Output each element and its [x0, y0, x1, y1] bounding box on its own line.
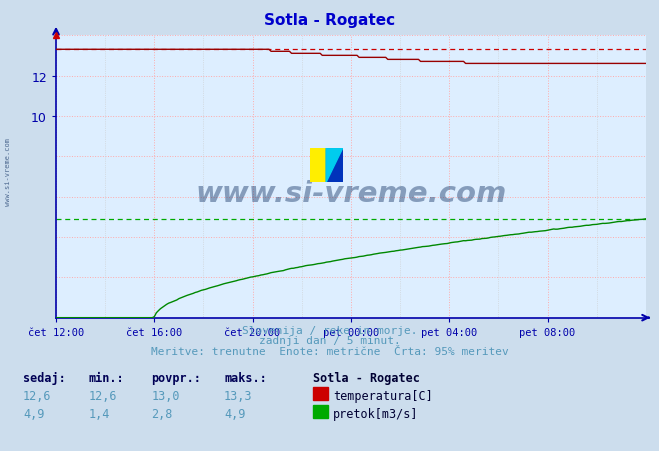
Text: Sotla - Rogatec: Sotla - Rogatec: [313, 371, 420, 384]
Text: www.si-vreme.com: www.si-vreme.com: [5, 138, 11, 205]
Text: 12,6: 12,6: [23, 389, 51, 402]
Text: min.:: min.:: [89, 371, 125, 384]
Text: 2,8: 2,8: [152, 407, 173, 420]
Text: maks.:: maks.:: [224, 371, 267, 384]
Bar: [310, 149, 326, 183]
Text: temperatura[C]: temperatura[C]: [333, 389, 432, 402]
Text: pretok[m3/s]: pretok[m3/s]: [333, 407, 418, 420]
Text: Slovenija / reke in morje.: Slovenija / reke in morje.: [242, 325, 417, 335]
Bar: [326, 149, 343, 183]
Text: povpr.:: povpr.:: [152, 371, 202, 384]
Text: sedaj:: sedaj:: [23, 371, 66, 384]
Polygon shape: [326, 149, 343, 183]
Text: 1,4: 1,4: [89, 407, 110, 420]
Text: Sotla - Rogatec: Sotla - Rogatec: [264, 13, 395, 28]
Text: 4,9: 4,9: [23, 407, 44, 420]
Text: www.si-vreme.com: www.si-vreme.com: [195, 180, 507, 208]
Text: zadnji dan / 5 minut.: zadnji dan / 5 minut.: [258, 336, 401, 345]
Text: 12,6: 12,6: [89, 389, 117, 402]
Text: 13,3: 13,3: [224, 389, 252, 402]
Text: Meritve: trenutne  Enote: metrične  Črta: 95% meritev: Meritve: trenutne Enote: metrične Črta: …: [151, 346, 508, 356]
Text: 4,9: 4,9: [224, 407, 245, 420]
Text: 13,0: 13,0: [152, 389, 180, 402]
